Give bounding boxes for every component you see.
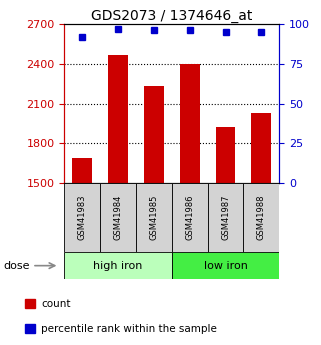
Text: percentile rank within the sample: percentile rank within the sample — [41, 324, 217, 334]
Text: GSM41987: GSM41987 — [221, 195, 230, 240]
Bar — [72, 158, 92, 183]
Text: dose: dose — [3, 261, 30, 270]
Bar — [64, 252, 172, 279]
Text: count: count — [41, 299, 71, 309]
Bar — [100, 183, 136, 252]
Bar — [180, 64, 200, 183]
Text: high iron: high iron — [93, 261, 143, 270]
Bar — [216, 127, 235, 183]
Bar — [172, 252, 279, 279]
Text: GSM41984: GSM41984 — [113, 195, 123, 240]
Bar — [144, 86, 164, 183]
Bar — [25, 299, 35, 308]
Text: GSM41986: GSM41986 — [185, 195, 194, 240]
Text: GSM41983: GSM41983 — [78, 195, 87, 240]
Bar — [136, 183, 172, 252]
Bar — [64, 183, 100, 252]
Bar — [108, 55, 128, 183]
Bar — [208, 183, 243, 252]
Text: GSM41988: GSM41988 — [257, 195, 266, 240]
Text: low iron: low iron — [204, 261, 247, 270]
Bar — [243, 183, 279, 252]
Text: GSM41985: GSM41985 — [149, 195, 158, 240]
Bar — [172, 183, 208, 252]
Bar — [25, 324, 35, 333]
Bar — [251, 113, 271, 183]
Title: GDS2073 / 1374646_at: GDS2073 / 1374646_at — [91, 9, 252, 23]
